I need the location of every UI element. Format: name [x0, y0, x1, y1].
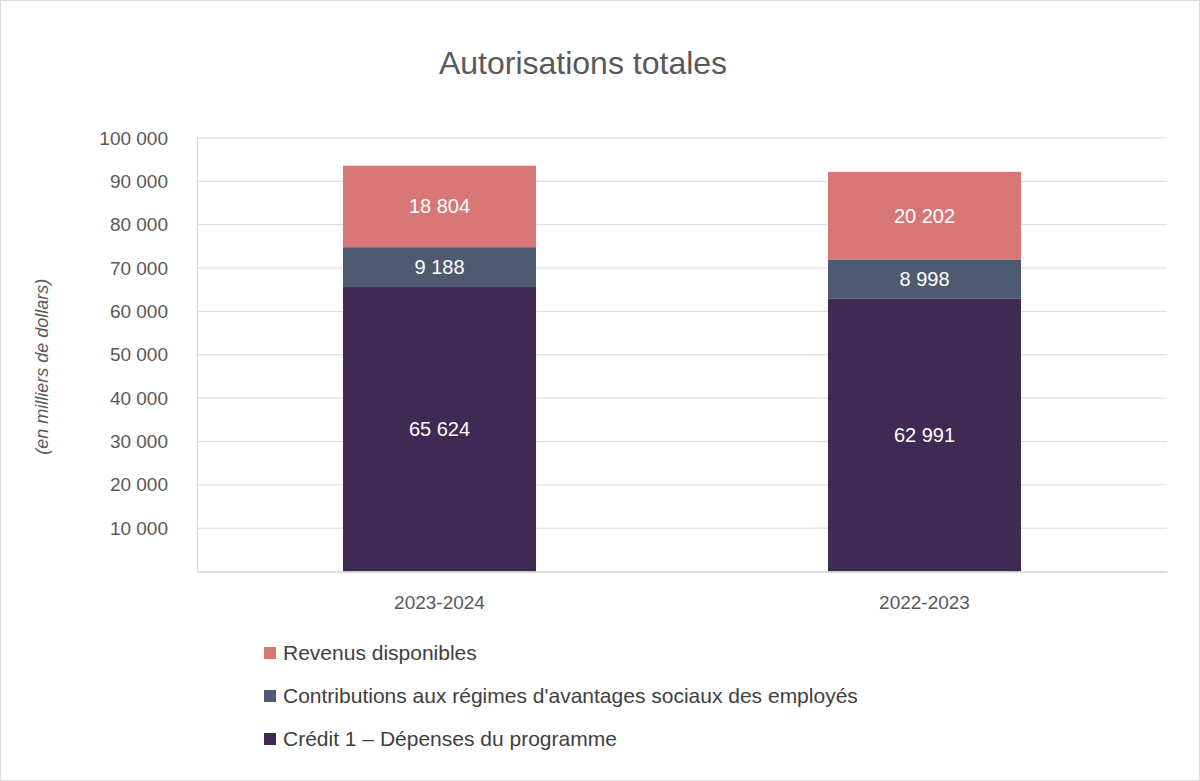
data-label: 18 804 — [409, 195, 470, 217]
y-tick-label: 30 000 — [110, 431, 168, 452]
y-tick-label: 80 000 — [110, 214, 168, 235]
y-tick-label: 100 000 — [99, 128, 168, 149]
grid-line — [197, 311, 1167, 312]
grid — [197, 138, 1167, 528]
y-tick-label: 40 000 — [110, 388, 168, 409]
x-tick: 2022-2023 — [879, 572, 970, 613]
data-label: 9 188 — [414, 256, 464, 278]
grid-line — [197, 484, 1167, 485]
y-tick: 20 000 — [110, 474, 197, 495]
data-label: 62 991 — [894, 424, 955, 446]
data-label: 65 624 — [409, 418, 470, 440]
y-axis: 10 000 20 000 30 000 40 000 50 000 60 000 70 0… — [99, 128, 197, 572]
chart-frame — [1, 1, 1200, 781]
grid-line — [197, 268, 1167, 269]
data-label: 20 202 — [894, 205, 955, 227]
bar-segment — [828, 172, 1021, 260]
grid-line — [197, 528, 1167, 529]
y-tick: 100 000 — [99, 128, 197, 149]
chart: 10 000 20 000 30 000 40 000 50 000 60 000 70 0… — [0, 0, 1200, 781]
y-tick: 70 000 — [110, 258, 197, 279]
y-tick-label: 90 000 — [110, 171, 168, 192]
y-tick-label: 50 000 — [110, 344, 168, 365]
x-axis: 2023-2024 2022-2023 — [198, 572, 1168, 613]
bar-segment — [343, 166, 536, 248]
y-tick: 90 000 — [110, 171, 197, 192]
grid-line — [197, 224, 1167, 225]
y-tick: 50 000 — [110, 344, 197, 365]
y-tick: 80 000 — [110, 214, 197, 235]
legend-swatch — [264, 733, 276, 745]
bar-segment — [828, 298, 1021, 571]
x-tick-label: 2023-2024 — [394, 592, 485, 613]
bar-segment — [828, 259, 1021, 298]
chart-title: Autorisations totales — [439, 45, 727, 81]
legend-label: Revenus disponibles — [283, 641, 477, 664]
data-label: 8 998 — [899, 268, 949, 290]
y-tick: 10 000 — [110, 518, 197, 539]
y-tick: 30 000 — [110, 431, 197, 452]
y-tick: 60 000 — [110, 301, 197, 322]
grid-line — [197, 441, 1167, 442]
legend-label: Contributions aux régimes d'avantages so… — [283, 684, 858, 707]
x-tick-label: 2022-2023 — [879, 592, 970, 613]
y-tick-label: 20 000 — [110, 474, 168, 495]
y-tick: 40 000 — [110, 388, 197, 409]
grid-line — [197, 398, 1167, 399]
y-axis-line — [197, 139, 198, 573]
y-tick-label: 10 000 — [110, 518, 168, 539]
bars — [343, 166, 1021, 572]
legend-swatch — [264, 690, 276, 702]
bar-segment — [343, 287, 536, 571]
x-axis-line — [198, 572, 1168, 573]
grid-line — [197, 138, 1167, 139]
y-tick-label: 60 000 — [110, 301, 168, 322]
legend: Revenus disponibles Contributions aux rég… — [264, 641, 858, 750]
legend-swatch — [264, 647, 276, 659]
bar-segment — [343, 247, 536, 287]
y-tick-label: 70 000 — [110, 258, 168, 279]
x-tick: 2023-2024 — [394, 572, 485, 613]
grid-line — [197, 354, 1167, 355]
y-axis-title: (en milliers de dollars) — [32, 279, 52, 455]
data-labels: 65 624 62 991 9 188 8 998 18 804 20 202 — [409, 195, 955, 446]
grid-line — [197, 181, 1167, 182]
legend-label: Crédit 1 – Dépenses du programme — [283, 727, 617, 750]
